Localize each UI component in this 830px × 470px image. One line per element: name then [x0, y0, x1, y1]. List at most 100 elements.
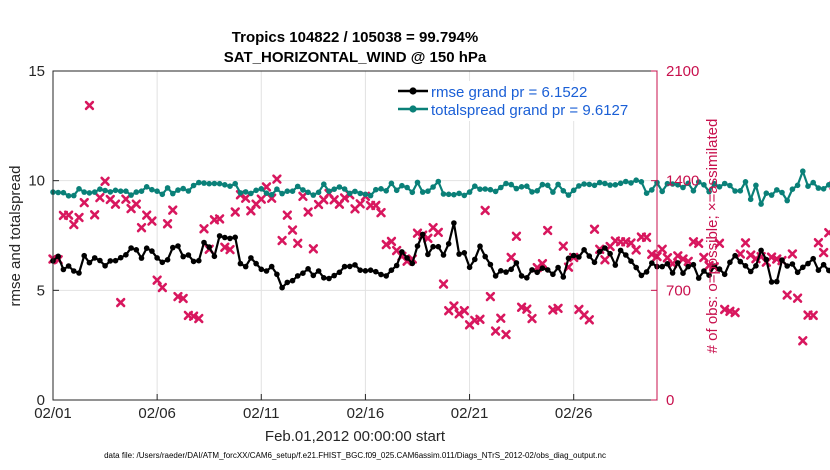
rmse-point — [133, 247, 140, 253]
obs-assimilated-marker — [381, 239, 391, 250]
totalspread-point — [180, 185, 186, 192]
obs-assimilated-marker — [589, 224, 600, 234]
y-axis-right-label: # of obs: o=possible; ×=assimilated — [704, 119, 721, 354]
totalspread-point — [274, 186, 280, 192]
obs-assimilated-marker — [287, 225, 298, 235]
totalspread-point — [524, 183, 530, 189]
rmse-point — [675, 260, 681, 266]
rmse-point — [71, 268, 77, 274]
obs-assimilated-marker — [824, 227, 830, 238]
totalspread-point — [388, 180, 395, 187]
obs-assimilated-marker — [272, 174, 282, 184]
rmse-point — [164, 257, 171, 263]
totalspread-point — [758, 201, 764, 207]
x-tick-label: 02/21 — [451, 405, 489, 422]
totalspread-point — [669, 181, 676, 187]
rmse-point — [508, 266, 514, 273]
rmse-point — [143, 245, 150, 251]
totalspread-point — [508, 181, 514, 188]
rmse-point — [503, 269, 509, 275]
rmse-point — [65, 263, 72, 269]
rmse-point — [602, 245, 608, 251]
rmse-point — [362, 268, 369, 274]
obs-assimilated-marker — [506, 252, 516, 263]
totalspread-point — [143, 184, 150, 190]
rmse-point — [305, 266, 311, 272]
totalspread-point — [435, 178, 442, 185]
obs-assimilated-marker — [433, 227, 444, 238]
obs-assimilated-marker — [511, 231, 522, 241]
legend-rmse-marker — [409, 87, 417, 95]
rmse-point — [768, 279, 775, 285]
totalspread-point — [805, 183, 811, 189]
rmse-point — [347, 263, 353, 270]
totalspread-point — [170, 190, 176, 197]
totalspread-point — [680, 184, 686, 191]
y-axis-left-label: rmse and totalspread — [7, 166, 24, 307]
totalspread-point — [154, 188, 160, 194]
totalspread-point — [227, 183, 233, 189]
obs-assimilated-marker — [501, 329, 511, 340]
totalspread-point — [607, 182, 613, 188]
rmse-point — [492, 273, 499, 279]
y-left-tick-label: 15 — [28, 63, 45, 80]
rmse-point — [289, 277, 296, 284]
totalspread-point — [91, 189, 98, 195]
rmse-point — [388, 267, 395, 274]
y-right-tick-label: 700 — [666, 282, 691, 299]
obs-assimilated-marker — [730, 307, 740, 318]
rmse-point — [695, 275, 702, 281]
totalspread-point — [248, 190, 254, 197]
totalspread-point — [336, 184, 343, 190]
rmse-point — [425, 251, 431, 258]
rmse-point — [274, 271, 280, 278]
obs-assimilated-marker — [485, 291, 496, 302]
totalspread-point — [498, 184, 504, 191]
rmse-point — [721, 271, 728, 278]
totalspread-point — [623, 178, 629, 185]
rmse-point — [97, 257, 103, 264]
obs-assimilated-marker — [152, 275, 162, 285]
rmse-point — [727, 259, 733, 266]
obs-assimilated-marker — [131, 199, 142, 209]
rmse-point — [321, 275, 327, 281]
totalspread-point — [753, 182, 759, 189]
rmse-point — [263, 268, 270, 274]
obs-assimilated-marker — [240, 193, 251, 203]
y-right-tick-label: 1400 — [666, 173, 699, 190]
rmse-point — [607, 250, 613, 257]
y-right-tick-label: 0 — [666, 392, 674, 409]
rmse-point — [331, 272, 338, 279]
legend-box — [394, 81, 652, 121]
obs-assimilated-marker — [657, 244, 667, 254]
totalspread-point — [560, 188, 567, 194]
totalspread-point — [747, 196, 754, 203]
totalspread-point — [253, 187, 259, 194]
rmse-point — [253, 260, 259, 267]
rmse-point — [440, 252, 447, 258]
rmse-point — [560, 274, 567, 280]
totalspread-point — [190, 182, 197, 189]
totalspread-point — [472, 183, 478, 189]
totalspread-point — [716, 184, 723, 190]
totalspread-point — [664, 180, 671, 187]
totalspread-point — [175, 187, 181, 193]
totalspread-point — [456, 190, 462, 197]
totalspread-point — [341, 186, 348, 192]
obs-assimilated-marker — [818, 247, 829, 258]
totalspread-point — [425, 188, 431, 194]
totalspread-point — [643, 190, 650, 196]
totalspread-point — [675, 182, 681, 188]
totalspread-point — [138, 188, 145, 194]
rmse-point — [774, 278, 780, 285]
rmse-point — [794, 269, 801, 276]
rmse-point — [638, 272, 645, 279]
y-left-tick-label: 5 — [37, 282, 45, 299]
totalspread-point — [550, 189, 556, 195]
totalspread-point — [133, 189, 140, 195]
obs-assimilated-marker — [600, 255, 610, 265]
rmse-point — [711, 263, 718, 270]
rmse-point — [91, 255, 98, 261]
obs-assimilated-marker — [95, 192, 105, 203]
obs-assimilated-marker — [100, 176, 110, 186]
